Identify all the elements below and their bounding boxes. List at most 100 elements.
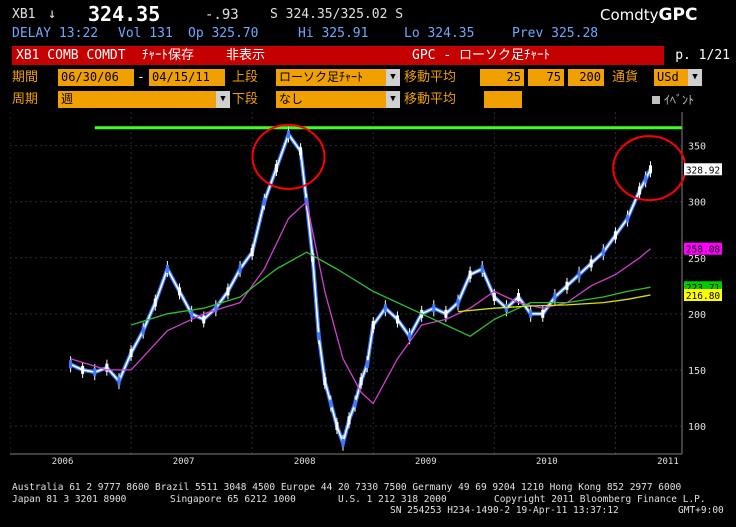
- y-tick-label: 250: [688, 254, 706, 265]
- price-candle-body: [456, 298, 460, 307]
- event-checkbox[interactable]: [652, 96, 660, 104]
- down-arrow-icon: ↓: [48, 6, 57, 22]
- date-to-field[interactable]: 04/15/11: [149, 69, 225, 86]
- price-candle-body: [492, 293, 496, 302]
- security-button[interactable]: XB1 COMB COMDT: [12, 46, 138, 65]
- price-candle-body: [299, 147, 303, 156]
- y-tick-label: 200: [688, 310, 706, 321]
- currency-dropdown-icon[interactable]: ▼: [688, 69, 702, 86]
- footer-timezone: GMT+9:00: [678, 505, 724, 516]
- x-tick-label: 2007: [173, 457, 195, 467]
- x-tick-label: 2009: [415, 457, 437, 467]
- open-price: Op 325.70: [188, 26, 259, 41]
- x-tick-label: 2006: [52, 457, 74, 467]
- price-tag-box: [684, 163, 722, 176]
- date-from-field[interactable]: 06/30/06: [58, 69, 134, 86]
- price-candle-body: [165, 264, 169, 273]
- price-candle-body: [69, 360, 73, 369]
- high-price: Hi 325.91: [298, 26, 369, 41]
- price-candle-body: [353, 399, 357, 408]
- lower-panel-label: 下段: [232, 92, 259, 107]
- price-candle-body: [395, 315, 399, 324]
- price-candle-body: [504, 304, 508, 313]
- cycle-select[interactable]: 週: [58, 91, 216, 108]
- hide-button[interactable]: 非表示: [222, 46, 296, 65]
- price-candle-body: [178, 287, 182, 296]
- footer-us: U.S. 1 212 318 2000: [338, 493, 447, 505]
- y-tick-label: 150: [688, 366, 706, 377]
- price-candle-body: [226, 287, 230, 296]
- price-candle-body: [589, 259, 593, 268]
- price-candle-body: [341, 438, 345, 447]
- upper-panel-select[interactable]: ローソク足ﾁｬｰﾄ: [276, 69, 386, 86]
- footer-copyright: Copyright 2011 Bloomberg Finance L.P.: [494, 493, 706, 505]
- price-candle-body: [432, 304, 436, 313]
- lower-panel-select[interactable]: なし: [276, 91, 386, 108]
- footer: Australia 61 2 9777 8600 Brazil 5511 304…: [12, 482, 736, 517]
- price-chart: 100 150 200 250 300 350 2006 2007 2008 2009 2010 20…: [9, 112, 736, 467]
- ma1-field[interactable]: 25: [480, 69, 524, 86]
- brand-prefix: Comdty: [600, 6, 659, 24]
- price-candle-body: [644, 175, 648, 184]
- cycle-dropdown-icon[interactable]: ▼: [216, 91, 230, 108]
- currency-select[interactable]: USd: [654, 69, 688, 86]
- currency-label: 通貨: [612, 70, 639, 85]
- cycle-label: 周期: [12, 92, 39, 107]
- price-tag-label: 328.92: [686, 165, 720, 176]
- page-indicator: p. 1/21: [664, 46, 734, 65]
- last-price: 324.35: [88, 2, 161, 26]
- price-candle-body: [317, 332, 321, 341]
- price-candle-body: [365, 360, 369, 369]
- price-candle-body: [408, 332, 412, 341]
- price-tag-label: 216.80: [686, 291, 721, 302]
- price-candle-body: [565, 281, 569, 290]
- price-candle-body: [480, 264, 484, 273]
- price-tag-box: [684, 288, 722, 301]
- price-candle-body: [613, 231, 617, 240]
- footer-contacts-1: Australia 61 2 9777 8600 Brazil 5511 304…: [12, 482, 682, 493]
- price-candle-body: [117, 377, 121, 386]
- price-candle-body: [383, 304, 387, 313]
- price-candle-body: [444, 309, 448, 318]
- price-candle-body: [347, 416, 351, 425]
- ma3-field[interactable]: 200: [568, 69, 604, 86]
- price-candle-body: [214, 304, 218, 313]
- price-candle-body: [626, 214, 630, 223]
- upper-panel-label: 上段: [232, 70, 259, 85]
- ma-label-lower: 移動平均: [404, 92, 457, 107]
- ticker-label: XB1: [12, 7, 36, 22]
- price-tag-label: 223.71: [686, 283, 721, 294]
- save-chart-button[interactable]: ﾁｬｰﾄ保存: [138, 46, 224, 65]
- price-candle-body: [649, 165, 653, 174]
- price-candle-body: [262, 197, 266, 206]
- series-ma200: [457, 294, 651, 313]
- price-tag-box: [684, 242, 722, 255]
- delay-time: DELAY 13:22: [12, 26, 99, 41]
- price-series-line: [70, 133, 652, 444]
- quote-header: XB1 ↓ 324.35 -.93 S 324.35/325.02 S Comd…: [0, 2, 736, 26]
- price-candle-body: [553, 293, 557, 302]
- price-candle-body: [541, 309, 545, 318]
- price-tag-label: 258.08: [686, 245, 721, 256]
- ma-label: 移動平均: [404, 70, 457, 85]
- price-candle-body: [517, 293, 521, 302]
- lower-panel-dropdown-icon[interactable]: ▼: [386, 91, 400, 108]
- price-candle-body: [129, 349, 133, 358]
- price-candle-body: [359, 377, 363, 386]
- y-tick-label: 300: [688, 198, 706, 209]
- event-label: ｲﾍﾞﾝﾄ: [664, 93, 695, 107]
- ma-lower-field[interactable]: [484, 91, 522, 108]
- x-tick-label: 2010: [536, 457, 558, 467]
- price-candle-body: [323, 377, 327, 386]
- ma2-field[interactable]: 75: [528, 69, 564, 86]
- price-candle-body: [250, 248, 254, 257]
- y-tick-label: 100: [688, 422, 706, 433]
- price-candle-body: [638, 186, 642, 195]
- period-label: 期間: [12, 70, 39, 85]
- price-candle-body: [468, 270, 472, 279]
- price-candle-body: [577, 270, 581, 279]
- price-candle-body: [329, 399, 333, 408]
- price-candle-body: [153, 298, 157, 307]
- upper-panel-dropdown-icon[interactable]: ▼: [386, 69, 400, 86]
- annotation-circle: [251, 123, 326, 190]
